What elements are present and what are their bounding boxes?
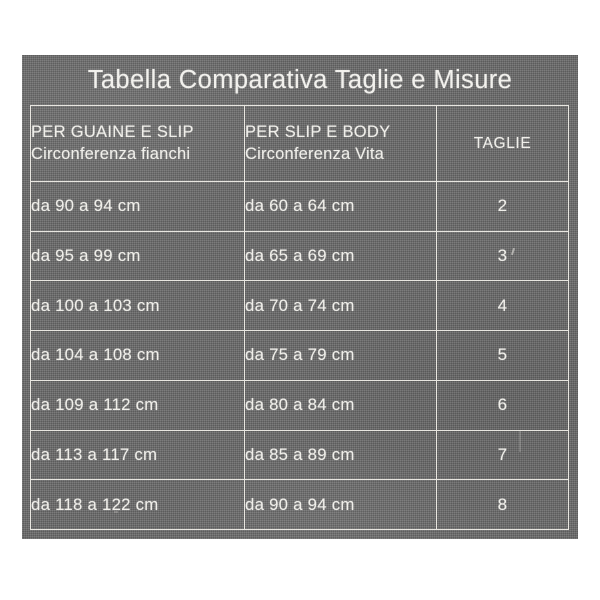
cell-hips: da 90 a 94 cm: [30, 181, 245, 232]
table-row: da 104 a 108 cm da 75 a 79 cm 5: [30, 330, 569, 381]
table-row: da 90 a 94 cm da 60 a 64 cm 2: [30, 181, 569, 232]
table-header-row: PER GUAINE E SLIP Circonferenza fianchi …: [30, 105, 569, 182]
table-row: da 109 a 112 cm da 80 a 84 cm 6: [30, 379, 569, 431]
table-body: da 90 a 94 cm da 60 a 64 cm 2 da 95 a 99…: [30, 181, 569, 530]
table-row: da 118 a 122 cm da 90 a 94 cm 8: [30, 479, 569, 530]
size-chart-panel: Tabella Comparativa Taglie e Misure PER …: [22, 55, 578, 539]
cell-waist: da 90 a 94 cm: [244, 479, 437, 530]
cell-size: 5: [436, 330, 569, 381]
cell-size: 4: [436, 280, 569, 332]
cell-waist: da 70 a 74 cm: [244, 280, 437, 332]
column-header-waist: PER SLIP E BODY Circonferenza Vita: [244, 105, 437, 182]
cell-size: 8: [436, 479, 569, 530]
cell-size: 6: [436, 379, 569, 431]
cell-size: 2: [436, 181, 569, 232]
column-header-size: TAGLIE: [436, 105, 569, 182]
table-row: da 95 a 99 cm da 65 a 69 cm 3: [30, 230, 569, 282]
cell-hips: da 118 a 122 cm: [30, 479, 245, 530]
table-row: da 113 a 117 cm da 85 a 89 cm 7: [30, 429, 569, 481]
cell-waist: da 75 a 79 cm: [244, 330, 437, 381]
cell-waist: da 60 a 64 cm: [244, 181, 437, 232]
column-header-hips: PER GUAINE E SLIP Circonferenza fianchi: [30, 105, 245, 182]
cell-waist: da 65 a 69 cm: [244, 230, 437, 282]
cell-hips: da 109 a 112 cm: [30, 379, 245, 431]
column-header-hips-title: PER GUAINE E SLIP: [31, 123, 194, 141]
size-comparison-table: PER GUAINE E SLIP Circonferenza fianchi …: [30, 105, 569, 530]
cell-hips: da 95 a 99 cm: [30, 230, 245, 282]
column-header-hips-subtitle: Circonferenza fianchi: [31, 145, 191, 163]
cell-size: 7: [436, 429, 569, 481]
cell-waist: da 80 a 84 cm: [244, 379, 437, 431]
cell-hips: da 104 a 108 cm: [30, 330, 245, 381]
cell-hips: da 100 a 103 cm: [30, 280, 245, 332]
column-header-waist-subtitle: Circonferenza Vita: [245, 145, 385, 163]
column-header-waist-title: PER SLIP E BODY: [245, 123, 391, 141]
table-row: da 100 a 103 cm da 70 a 74 cm 4: [30, 280, 569, 332]
cell-waist: da 85 a 89 cm: [244, 429, 437, 481]
cell-hips: da 113 a 117 cm: [30, 429, 245, 481]
page-title: Tabella Comparativa Taglie e Misure: [87, 66, 513, 94]
cell-size: 3: [436, 230, 569, 282]
